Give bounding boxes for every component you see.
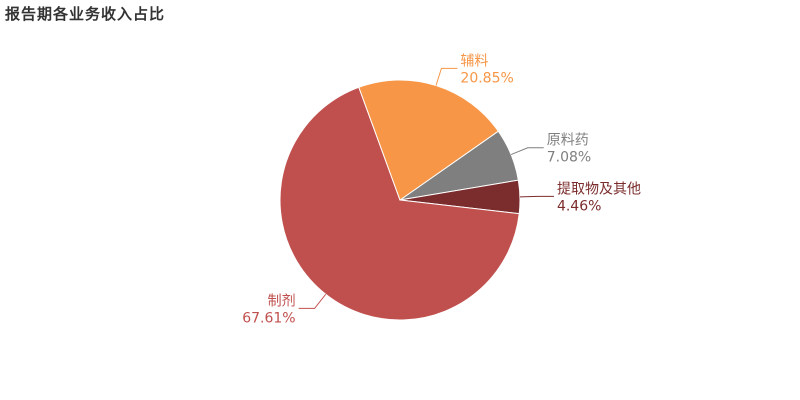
slice-value-formulation: 67.61% (242, 310, 295, 326)
leader-line-api (510, 147, 544, 156)
slice-value-extract-other: 4.46% (557, 198, 601, 214)
slice-label-formulation: 制剂 (268, 293, 296, 309)
slice-label-excipient: 辅料 (460, 53, 488, 69)
pie-slice-excipient (358, 79, 499, 201)
leader-line-excipient (435, 67, 458, 86)
slice-label-api: 原料药 (547, 133, 589, 149)
slice-value-api: 7.08% (547, 150, 591, 166)
slice-value-excipient: 20.85% (460, 70, 513, 86)
leader-line-formulation (298, 293, 327, 309)
slice-label-extract-other: 提取物及其他 (557, 181, 641, 197)
chart-title: 报告期各业务收入占比 (5, 5, 166, 23)
